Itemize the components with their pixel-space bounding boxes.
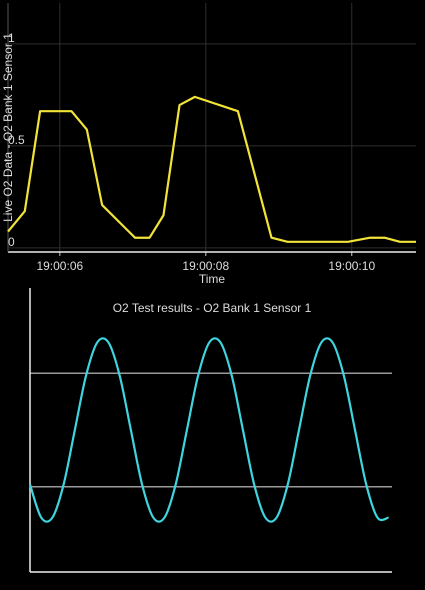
y-tick-label: 1 (8, 31, 15, 45)
data-line (28, 337, 389, 523)
y-tick-label: 0.5 (8, 133, 25, 147)
x-axis-label: Time (199, 272, 226, 286)
data-line (7, 95, 416, 243)
chart-title: O2 Test results - O2 Bank 1 Sensor 1 (113, 301, 312, 315)
x-tick-label: 19:00:06 (36, 259, 83, 273)
x-tick-label: 19:00:10 (328, 259, 375, 273)
x-tick-label: 19:00:08 (182, 259, 229, 273)
y-axis-label: Live O2 Data - O2 Bank 1 Sensor 1 (1, 33, 15, 222)
y-tick-label: 0 (8, 235, 15, 249)
